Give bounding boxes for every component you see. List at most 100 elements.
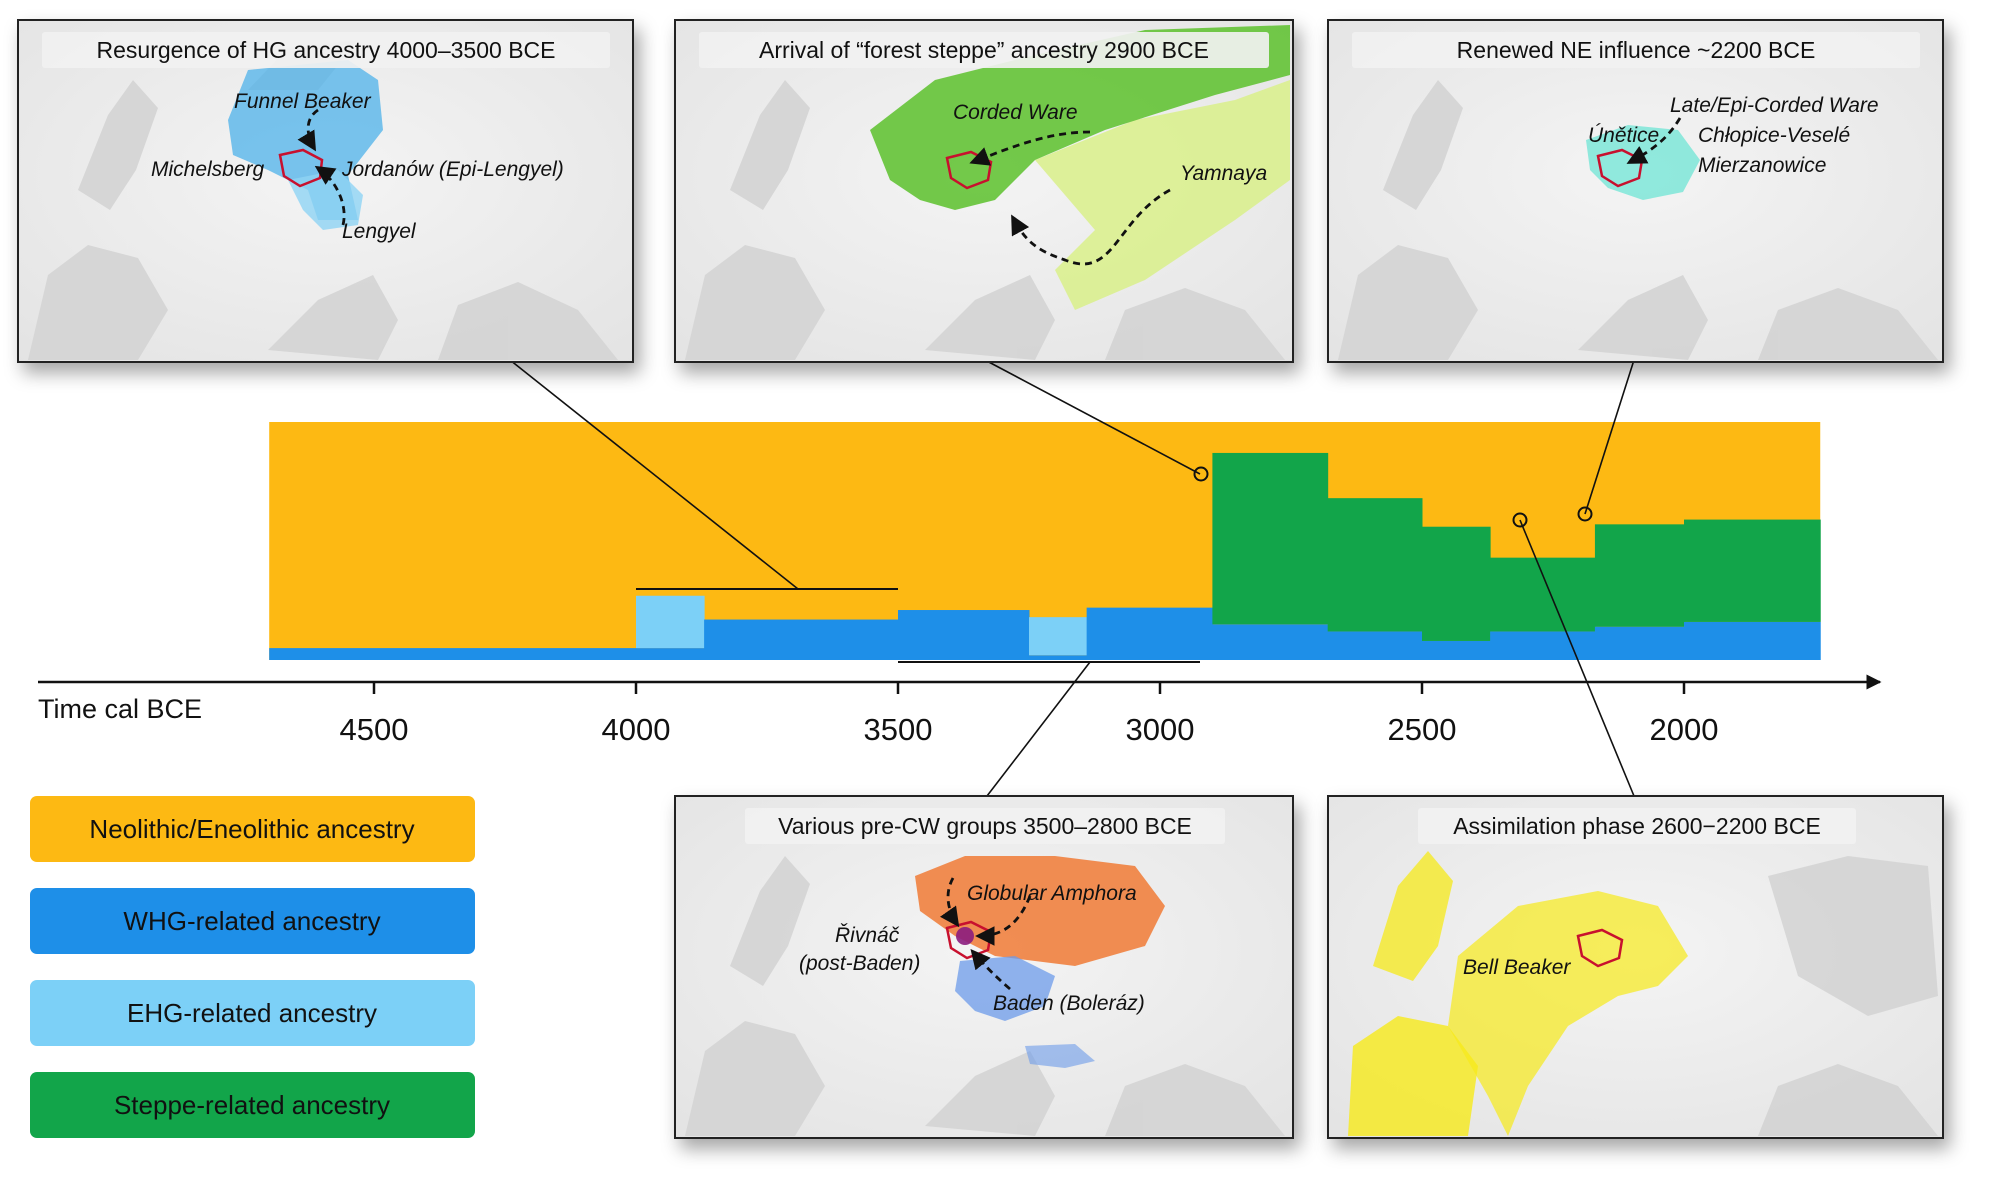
panel-title: Various pre-CW groups 3500–2800 BCE [778,813,1192,839]
legend: Neolithic/Eneolithic ancestry WHG-related… [30,796,475,1138]
legend-swatch [30,1072,475,1138]
legend-item: Steppe-related ancestry [30,1072,475,1138]
marker-2150 [1577,506,1593,522]
map-label-post-baden: (post-Baden) [799,952,920,975]
panel-forest-steppe: Arrival of “forest steppe” ancestry 2900… [674,19,1294,363]
migration-arrow [297,108,319,152]
panel-pre-cw: Various pre-CW groups 3500–2800 BCE Glob… [674,795,1294,1139]
band-segment-ehg [636,595,705,649]
band-segment-steppe [1684,519,1821,622]
map-label-globular-amphora: Globular Amphora [967,882,1137,905]
band-segment-steppe [1594,524,1685,627]
baden-area [955,956,1055,1021]
band-segment-whg [1422,640,1491,660]
band-segment-whg [1029,655,1088,660]
panel-title-bar [1418,808,1856,844]
connector-ne-influence [1584,359,1635,515]
band-segment-whg [1594,626,1685,660]
legend-item: EHG-related ancestry [30,980,475,1046]
band-fade-right [1820,420,1885,660]
band-fade-left [38,420,198,660]
legend-swatch [30,888,475,954]
map-background [1338,80,1938,360]
panel-title: Renewed NE influence ~2200 BCE [1457,37,1816,63]
band-segment-whg [1327,631,1423,660]
axis-tick-label: 2000 [1650,712,1719,747]
band-segment-steppe [1212,452,1329,625]
map-label-corded-ware: Corded Ware [953,101,1078,124]
baden-area-south [1025,1044,1095,1068]
migration-arrow [969,130,1091,166]
migration-arrow [314,165,346,226]
band-segment-steppe [1327,498,1423,632]
band-segment-whg [269,648,637,660]
band-segment-whg [1212,624,1329,660]
panel-title: Resurgence of HG ancestry 4000–3500 BCE [97,37,556,63]
legend-label: Neolithic/Eneolithic ancestry [89,814,414,844]
band-segment-whg [1490,631,1596,660]
connector-pre-cw [986,661,1091,797]
legend-label: EHG-related ancestry [127,998,377,1028]
band-segment-whg [704,619,899,660]
panel-title-bar [699,32,1269,68]
map-label-rivnac: Řivnáč [835,924,900,947]
migration-arrow [1011,188,1171,266]
map-label-bell-beaker: Bell Beaker [1463,956,1571,979]
map-label-chlopice-vesele: Chłopice-Veselé [1698,124,1850,147]
connector-hg [509,359,799,590]
band-segment-whg [636,648,705,660]
bell-beaker-iberia [1348,1016,1478,1136]
map-label-jordanow: Jordanów (Epi-Lengyel) [341,158,564,181]
panel-title-bar [745,808,1225,844]
band-segment-ehg [1029,617,1088,656]
migration-arrow [1626,117,1682,164]
axis-tick-label: 3000 [1126,712,1195,747]
bell-beaker-britain [1373,851,1453,981]
map-label-yamnaya: Yamnaya [1180,162,1267,185]
panel-assimilation: Assimilation phase 2600−2200 BCE Bell Be… [1327,795,1944,1139]
band-segment-steppe [1490,557,1596,632]
connector-forest-steppe [984,359,1201,475]
marker-2300 [1512,512,1528,528]
lengyel-area [288,170,363,230]
legend-swatch [30,980,475,1046]
axis-tick-label: 2500 [1388,712,1457,747]
legend-item: Neolithic/Eneolithic ancestry [30,796,475,862]
band-segment-whg [1684,621,1821,660]
migration-arrow [939,877,960,928]
legend-swatch [30,796,475,862]
axis-ticks: 4500 4000 3500 3000 2500 2000 [340,682,1719,747]
panel-ne-influence: Renewed NE influence ~2200 BCE Late/Epi-… [1327,19,1944,363]
study-region-outline [1576,928,1624,968]
ancestry-band [269,422,1821,660]
map-background [1758,856,1938,1136]
map-label-michelsberg: Michelsberg [151,158,265,181]
legend-label: Steppe-related ancestry [114,1090,390,1120]
migration-arrow [975,895,1032,946]
band-segment-steppe [1422,526,1491,641]
connector-assimilation [1519,519,1635,797]
legend-label: WHG-related ancestry [123,906,380,936]
map-background [28,40,618,360]
map-background [685,856,1285,1136]
rivnac-site [956,927,974,945]
panel-title: Assimilation phase 2600−2200 BCE [1453,813,1821,839]
panel-title: Arrival of “forest steppe” ancestry 2900… [759,37,1209,63]
map-background [685,80,1285,360]
band-segment-whg [1086,607,1213,660]
map-label-baden: Baden (Boleráz) [993,992,1145,1015]
panel-title-bar [1352,32,1920,68]
panel-title-bar [42,32,610,68]
axis-tick-label: 4500 [340,712,409,747]
map-label-funnel-beaker: Funnel Beaker [234,90,372,113]
map-label-mierzanowice: Mierzanowice [1698,154,1826,177]
axis-title: Time cal BCE [38,694,202,724]
legend-item: WHG-related ancestry [30,888,475,954]
study-region-outline [1596,148,1644,188]
axis-tick-label: 3500 [864,712,933,747]
map-label-late-corded-ware: Late/Epi-Corded Ware [1670,94,1879,117]
marker-2900 [1193,466,1209,482]
axis-tick-label: 4000 [602,712,671,747]
band-segment-whg [898,610,1030,660]
